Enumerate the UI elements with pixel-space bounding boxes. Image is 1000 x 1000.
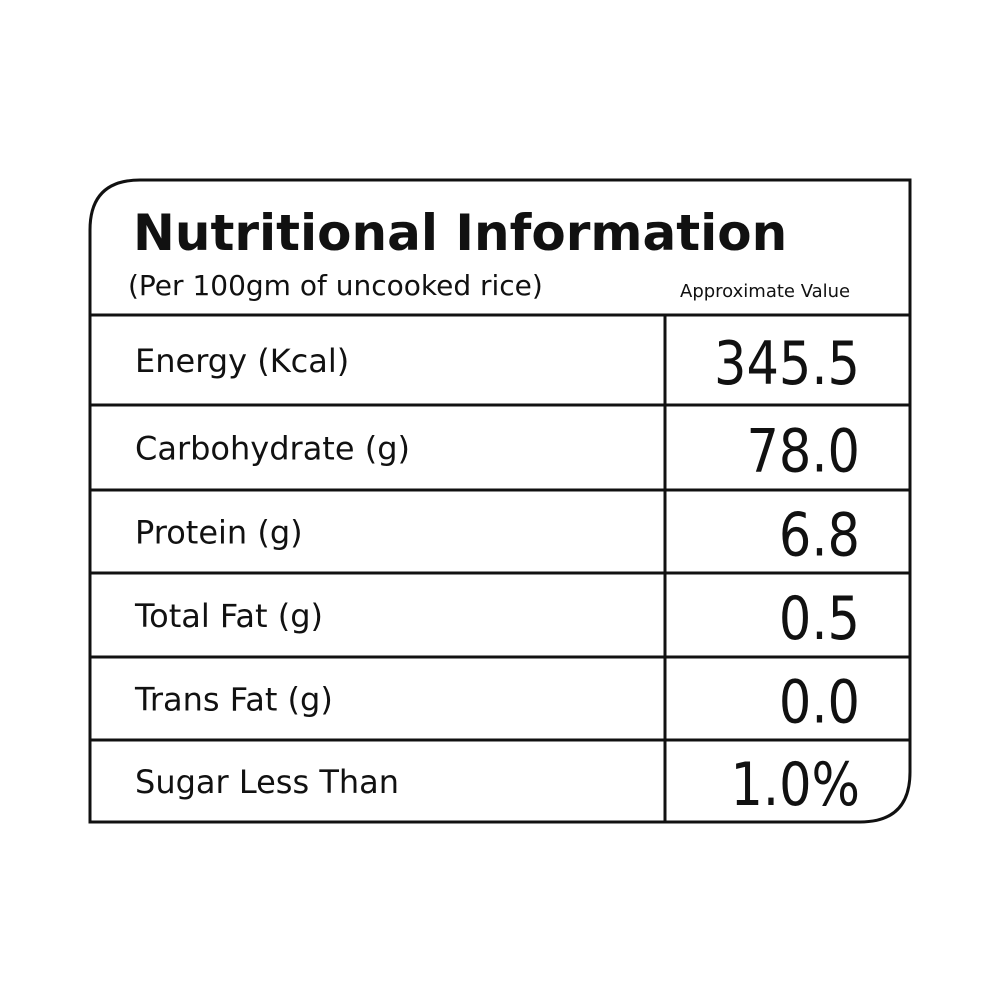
nutrient-label: Trans Fat (g) <box>134 681 333 719</box>
nutrient-value: 345.5 <box>714 329 860 399</box>
title: Nutritional Information <box>133 204 787 262</box>
label-border <box>88 178 912 824</box>
subtitle: (Per 100gm of uncooked rice) <box>128 269 543 302</box>
nutrient-label: Protein (g) <box>135 514 303 552</box>
nutrient-label: Energy (Kcal) <box>135 342 349 380</box>
note: Approximate Value <box>680 281 850 302</box>
rows: Energy (Kcal) 345.5 Carbohydrate (g) 78.0 Pr… <box>90 329 910 820</box>
nutrient-value: 6.8 <box>779 501 860 571</box>
nutrient-label: Total Fat (g) <box>134 597 323 635</box>
nutrient-value: 78.0 <box>746 417 860 487</box>
nutrient-label: Sugar Less Than <box>135 763 399 801</box>
nutrient-label: Carbohydrate (g) <box>135 430 410 468</box>
nutrient-value: 0.5 <box>779 584 860 654</box>
nutrient-value: 0.0 <box>779 668 860 738</box>
nutrient-value: 1.0% <box>730 750 860 820</box>
